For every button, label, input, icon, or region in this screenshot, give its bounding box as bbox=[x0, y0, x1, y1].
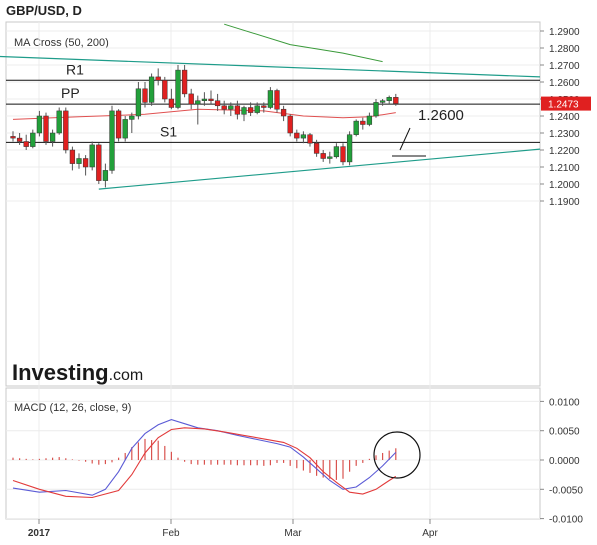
candle bbox=[228, 102, 234, 116]
candle bbox=[320, 150, 326, 162]
y-tick-label: 1.2000 bbox=[549, 180, 580, 191]
candle bbox=[148, 73, 155, 106]
y-tick-label: 1.2800 bbox=[549, 44, 580, 55]
signal-line bbox=[12, 427, 397, 499]
candle bbox=[307, 133, 313, 147]
candle bbox=[168, 88, 175, 110]
candle bbox=[360, 117, 366, 130]
candle bbox=[135, 82, 142, 120]
candle bbox=[386, 95, 392, 105]
y-tick-label: 1.1900 bbox=[549, 197, 580, 208]
annotation-pointer bbox=[399, 127, 411, 151]
trendline-lower bbox=[98, 148, 541, 190]
y-tick-label: 1.2100 bbox=[549, 163, 580, 174]
y-tick-label: 1.2200 bbox=[549, 146, 580, 157]
candle bbox=[280, 105, 287, 122]
current-price-label: 1.2473 bbox=[548, 100, 579, 111]
candle bbox=[340, 143, 346, 166]
candle bbox=[294, 129, 300, 142]
level-label-pp: PP bbox=[61, 85, 80, 101]
y-tick-label: 1.2700 bbox=[549, 61, 580, 72]
x-tick-label: Apr bbox=[422, 528, 438, 539]
candle bbox=[254, 102, 260, 115]
candle bbox=[162, 76, 168, 103]
trendline-upper bbox=[0, 55, 541, 78]
macd-y-tick-label: 0.0100 bbox=[549, 397, 580, 408]
candle bbox=[122, 116, 128, 142]
candle bbox=[267, 87, 274, 110]
logo-investing: Investing.com bbox=[12, 360, 143, 385]
candle bbox=[241, 105, 247, 122]
candle bbox=[36, 110, 43, 137]
chart-title: GBP/USD, D bbox=[6, 3, 82, 18]
candle bbox=[43, 112, 49, 145]
candle bbox=[96, 143, 102, 184]
candle bbox=[155, 68, 161, 86]
macd-y-tick-label: 0.0000 bbox=[549, 456, 580, 467]
candle bbox=[353, 119, 359, 137]
candle bbox=[16, 133, 23, 145]
candle bbox=[82, 155, 89, 176]
y-tick-label: 1.2400 bbox=[549, 112, 580, 123]
price-panel bbox=[5, 21, 541, 387]
candle bbox=[115, 109, 122, 142]
candle bbox=[327, 151, 333, 164]
candle bbox=[195, 95, 201, 125]
candle bbox=[175, 65, 181, 110]
candle bbox=[109, 105, 115, 174]
x-tick-label: Mar bbox=[284, 528, 302, 539]
current-price-tag bbox=[541, 96, 591, 111]
candle bbox=[56, 107, 62, 135]
macd-y-tick-label: -0.0100 bbox=[549, 515, 583, 526]
candle bbox=[300, 131, 307, 144]
candle bbox=[10, 131, 16, 142]
candle bbox=[89, 141, 95, 171]
ma-cross-label: MA Cross (50, 200) bbox=[14, 37, 109, 49]
ma200-line bbox=[224, 23, 383, 63]
candle bbox=[63, 107, 69, 154]
candle bbox=[214, 93, 221, 111]
candle bbox=[366, 112, 373, 127]
y-tick-label: 1.2900 bbox=[549, 27, 580, 38]
candle bbox=[208, 90, 214, 105]
x-tick-label: 2017 bbox=[28, 528, 51, 539]
level-label-s1: S1 bbox=[160, 123, 177, 139]
candle bbox=[188, 88, 194, 110]
candle bbox=[274, 88, 280, 113]
y-tick-label: 1.2600 bbox=[549, 78, 580, 89]
candle bbox=[346, 131, 353, 166]
candle bbox=[261, 102, 267, 113]
annotation-label: 1.2600 bbox=[418, 107, 464, 124]
candle bbox=[393, 93, 399, 106]
candle bbox=[234, 100, 241, 120]
candle bbox=[379, 99, 386, 106]
candle bbox=[181, 65, 188, 98]
candle bbox=[76, 153, 82, 169]
y-tick-label: 1.2300 bbox=[549, 129, 580, 140]
candle bbox=[247, 102, 254, 116]
x-tick-label: Feb bbox=[162, 528, 180, 539]
candle bbox=[30, 129, 36, 149]
candle bbox=[49, 129, 56, 147]
candle bbox=[313, 139, 320, 157]
candle bbox=[129, 112, 135, 133]
candle bbox=[102, 163, 109, 188]
candle bbox=[201, 92, 208, 106]
macd-y-tick-label: 0.0050 bbox=[549, 427, 580, 438]
candle bbox=[373, 99, 379, 118]
macd-highlight-circle bbox=[373, 431, 421, 479]
macd-y-tick-label: -0.0050 bbox=[549, 485, 583, 496]
candle bbox=[287, 114, 293, 137]
candle bbox=[221, 100, 227, 115]
candle bbox=[23, 134, 29, 150]
candle bbox=[69, 146, 76, 171]
candle bbox=[142, 82, 148, 108]
macd-label: MACD (12, 26, close, 9) bbox=[14, 402, 131, 414]
level-label-r1: R1 bbox=[66, 61, 84, 77]
candle bbox=[333, 143, 340, 159]
